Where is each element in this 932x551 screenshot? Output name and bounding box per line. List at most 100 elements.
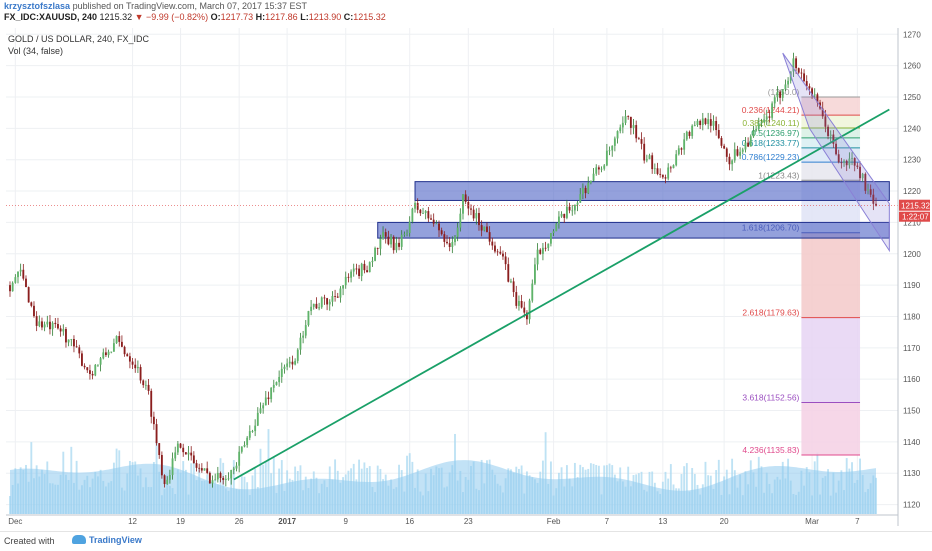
candle-body	[408, 221, 411, 233]
candle-body	[472, 209, 475, 219]
candle-body	[347, 276, 350, 278]
candle-body	[621, 122, 624, 128]
candle-body	[360, 263, 363, 277]
candle-body	[59, 328, 62, 332]
candle-body	[419, 209, 422, 214]
candle-body	[581, 187, 584, 195]
candle-body	[760, 122, 763, 124]
candle-body	[168, 475, 171, 480]
candle-body	[110, 351, 113, 353]
price-tick-label: 1270	[903, 30, 921, 39]
candle-body	[771, 103, 774, 118]
candle-body	[155, 424, 158, 444]
candle-body	[240, 446, 243, 452]
candle-body	[552, 231, 555, 234]
candle-body	[443, 234, 446, 242]
candle-body	[144, 384, 147, 386]
candle-body	[131, 361, 134, 365]
candle-body	[584, 187, 587, 194]
candle-body	[440, 230, 443, 235]
candle-body	[86, 367, 89, 371]
candle-body	[406, 232, 408, 234]
candle-body	[701, 118, 704, 126]
candle-body	[619, 127, 622, 132]
candle-body	[35, 316, 38, 326]
candle-body	[800, 72, 803, 74]
candle-body	[486, 226, 488, 233]
candle-body	[9, 285, 11, 292]
candle-body	[334, 296, 337, 297]
candle-body	[422, 213, 424, 214]
candle-body	[291, 361, 294, 365]
candle-body	[821, 108, 824, 117]
candle-body	[669, 167, 672, 169]
fib-level-label: 4.236(1135.83)	[742, 445, 799, 455]
descending-channel	[782, 52, 890, 253]
candle-body	[216, 472, 219, 480]
price-tick-label: 1150	[903, 407, 921, 416]
support-zones[interactable]	[377, 181, 890, 239]
candle-body	[299, 337, 302, 350]
candle-body	[227, 478, 230, 480]
candle-body	[656, 168, 659, 174]
candle-body	[616, 131, 619, 139]
candle-body	[51, 322, 54, 330]
candle-body	[803, 73, 805, 82]
candle-body	[454, 236, 456, 243]
tradingview-logo[interactable]: TradingView	[72, 535, 142, 545]
candle-body	[275, 382, 278, 385]
time-tick-label: 20	[720, 517, 729, 526]
candle-body	[861, 173, 864, 179]
candle-body	[134, 364, 137, 369]
candle-body	[640, 139, 643, 144]
price-tick-label: 1200	[903, 250, 921, 259]
author-link[interactable]: krzysztofszlasa	[4, 1, 71, 11]
price-axis[interactable]: 1120 1130 1140 1150 1160 1170 1180 1190 1200 1210…	[897, 28, 930, 526]
candle-body	[25, 278, 27, 288]
candle-body	[336, 296, 339, 298]
candle-body	[184, 452, 187, 455]
price-tick-label: 1130	[903, 469, 921, 478]
candle-body	[739, 151, 742, 156]
candle-body	[435, 223, 438, 225]
open-label: O:	[210, 12, 221, 22]
candle-body	[38, 321, 41, 326]
candle-body	[267, 397, 270, 400]
ohlc-bar: FX_IDC:XAUUSD, 240 1215.32 ▼ −9.99 (−0.8…	[4, 12, 386, 22]
volume-bar	[232, 460, 235, 514]
candle-body	[560, 213, 563, 217]
published-text: published on TradingView.com, March 07, …	[72, 1, 308, 11]
fib-band	[801, 402, 861, 455]
candle-body	[78, 347, 81, 354]
candle-body	[709, 119, 712, 126]
candle-body	[451, 242, 454, 247]
drawn-lines[interactable]	[6, 52, 898, 481]
candle-body	[27, 287, 30, 303]
price-chart[interactable]: (1250.0)0.236(1244.21)0.382(1240.11)0.5(…	[0, 24, 932, 531]
candle-body	[699, 120, 702, 126]
last-price: 1215.32	[99, 12, 133, 22]
volume-bar	[267, 429, 270, 514]
candle-body	[664, 177, 667, 179]
candle-body	[568, 206, 571, 211]
candle-body	[307, 311, 310, 326]
candle-body	[693, 125, 696, 126]
candle-body	[97, 364, 99, 366]
candle-body	[731, 160, 734, 165]
countdown-tag	[899, 211, 930, 222]
candle-body	[432, 219, 435, 224]
time-axis[interactable]: Dec 12 19 26 2017 9 16 23 Feb 7 13 20 Mar 7	[6, 514, 898, 526]
countdown-tag-label: 1:22:07	[902, 213, 929, 222]
candle-body	[462, 194, 464, 214]
candle-body	[651, 155, 654, 170]
candle-body	[589, 180, 592, 183]
candle-body	[813, 94, 816, 96]
candle-body	[302, 335, 305, 338]
candle-body	[163, 475, 166, 485]
candle-body	[150, 390, 153, 417]
candle-body	[158, 443, 161, 456]
candle-body	[174, 452, 177, 459]
candle-body	[763, 119, 766, 123]
price-tick-label: 1180	[903, 312, 921, 321]
candle-body	[200, 468, 203, 471]
